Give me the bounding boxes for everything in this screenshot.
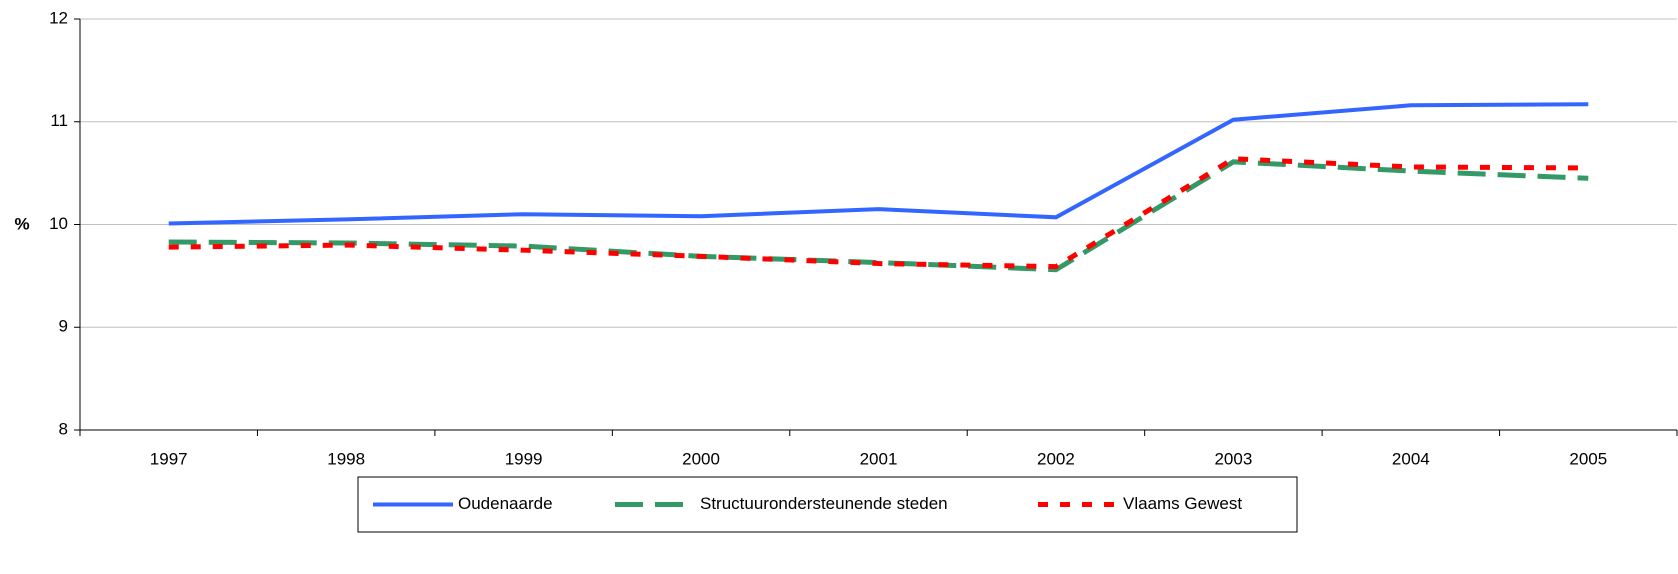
x-tick-label: 2001 [860,449,898,468]
legend-label: Vlaams Gewest [1123,494,1242,513]
legend-label: Oudenaarde [458,494,553,513]
line-series [168,156,1589,270]
line-series [168,102,1589,226]
legend-box [357,476,1298,533]
x-tick-label: 2000 [682,449,720,468]
x-tick-label: 2002 [1037,449,1075,468]
x-tick-label: 1999 [505,449,543,468]
y-tick-label: 9 [59,317,68,336]
y-axis-label: % [14,214,29,233]
y-tick-label: 12 [49,8,68,27]
x-tick-label: 1997 [150,449,188,468]
y-tick-label: 11 [50,111,68,130]
line-series [168,159,1589,273]
y-tick-label: 8 [59,419,68,438]
x-tick-label: 2003 [1214,449,1252,468]
x-tick-label: 2005 [1569,449,1607,468]
legend-label: Structuurondersteunende steden [700,494,948,513]
x-tick-label: 1998 [327,449,365,468]
x-tick-label: 2004 [1392,449,1430,468]
y-tick-label: 10 [49,214,68,233]
